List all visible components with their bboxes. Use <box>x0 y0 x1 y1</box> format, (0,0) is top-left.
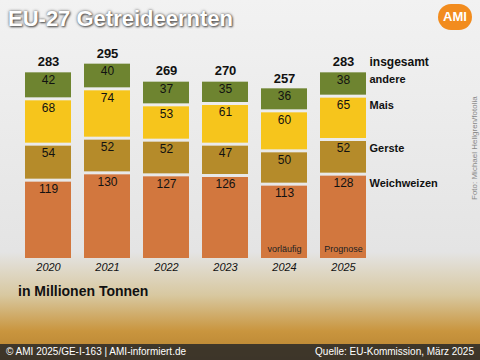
svg-text:257: 257 <box>274 71 296 86</box>
svg-text:40: 40 <box>101 64 115 78</box>
svg-text:269: 269 <box>156 63 178 78</box>
svg-text:47: 47 <box>219 146 233 160</box>
html-text:Quelle: EU-Kommission, März 20: Quelle: EU-Kommission, März 2025 <box>315 346 474 357</box>
svg-text:65: 65 <box>337 98 351 112</box>
svg-text:52: 52 <box>101 140 115 154</box>
svg-text:andere: andere <box>370 73 406 85</box>
svg-text:283: 283 <box>38 54 60 69</box>
svg-text:37: 37 <box>160 82 174 96</box>
svg-text:Mais: Mais <box>370 99 394 111</box>
svg-text:52: 52 <box>337 141 351 155</box>
svg-text:Gerste: Gerste <box>370 142 405 154</box>
html-text:© AMI 2025/GE-I-163 | AMI-info: © AMI 2025/GE-I-163 | AMI-informiert.de <box>6 346 186 357</box>
svg-text:38: 38 <box>337 73 351 87</box>
svg-text:130: 130 <box>97 175 117 189</box>
svg-text:119: 119 <box>39 182 58 196</box>
svg-text:295: 295 <box>97 46 119 61</box>
svg-text:52: 52 <box>160 142 174 156</box>
svg-text:74: 74 <box>101 91 115 105</box>
svg-text:270: 270 <box>215 63 237 78</box>
svg-text:2020: 2020 <box>35 261 61 273</box>
svg-text:50: 50 <box>278 153 292 167</box>
svg-text:54: 54 <box>42 146 56 160</box>
svg-text:128: 128 <box>333 176 353 190</box>
html-text:EU-27 Getreideernten: EU-27 Getreideernten <box>8 6 233 31</box>
svg-text:2025: 2025 <box>330 261 356 273</box>
svg-text:vorläufig: vorläufig <box>267 244 301 254</box>
svg-text:2021: 2021 <box>94 261 119 273</box>
svg-text:Prognose: Prognose <box>324 244 363 254</box>
svg-text:2024: 2024 <box>271 261 296 273</box>
html-text:AMI: AMI <box>443 9 467 24</box>
html-text:Foto: Michael Hellgren/fotolia: Foto: Michael Hellgren/fotolia <box>470 96 479 200</box>
svg-text:2023: 2023 <box>212 261 238 273</box>
svg-text:68: 68 <box>42 101 56 115</box>
svg-text:insgesamt: insgesamt <box>370 55 429 69</box>
svg-text:127: 127 <box>156 177 176 191</box>
svg-text:113: 113 <box>275 186 294 200</box>
svg-text:2022: 2022 <box>153 261 178 273</box>
svg-text:35: 35 <box>219 82 233 96</box>
svg-text:126: 126 <box>215 177 235 191</box>
html-text:in Millionen Tonnen: in Millionen Tonnen <box>18 283 149 299</box>
svg-text:Weichweizen: Weichweizen <box>370 177 439 189</box>
svg-text:283: 283 <box>333 54 355 69</box>
svg-text:42: 42 <box>42 73 56 87</box>
svg-text:36: 36 <box>278 89 292 103</box>
svg-text:60: 60 <box>278 113 292 127</box>
svg-text:53: 53 <box>160 107 174 121</box>
svg-text:61: 61 <box>219 105 233 119</box>
